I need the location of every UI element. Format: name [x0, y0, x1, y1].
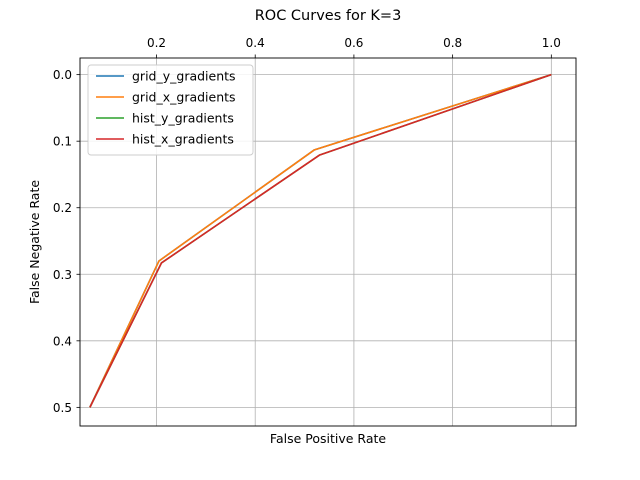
- legend-label: grid_x_gradients: [132, 90, 236, 105]
- series-line-hist-x-gradients: [89, 73, 552, 408]
- legend-label: grid_y_gradients: [132, 69, 236, 84]
- series-lines: [89, 73, 552, 408]
- x-tick-label: 0.6: [344, 36, 363, 50]
- y-tick-label: 0.1: [53, 135, 72, 149]
- x-tick-label: 1.0: [542, 36, 561, 50]
- legend-box: [87, 64, 254, 156]
- plot-frame: [79, 57, 577, 427]
- legend: grid_y_gradients grid_x_gradients hist_y_g…: [87, 64, 254, 156]
- y-tick-label: 0.4: [53, 334, 72, 348]
- y-tick-label: 0.5: [53, 401, 72, 415]
- y-axis-ticks: 0.0 0.1 0.2 0.3 0.4 0.5: [53, 68, 80, 415]
- x-tick-label: 0.2: [147, 36, 166, 50]
- legend-label: hist_x_gradients: [132, 132, 234, 147]
- x-axis-label: False Positive Rate: [270, 431, 386, 446]
- x-tick-label: 0.8: [443, 36, 462, 50]
- x-tick-label: 0.4: [246, 36, 265, 50]
- y-tick-label: 0.2: [53, 201, 72, 215]
- chart-title: ROC Curves for K=3: [255, 8, 402, 24]
- y-axis-label: False Negative Rate: [27, 180, 42, 304]
- x-axis-ticks: 0.2 0.4 0.6 0.8 1.0: [147, 36, 561, 58]
- y-tick-label: 0.3: [53, 268, 72, 282]
- series-line-grid-x-gradients: [89, 73, 552, 408]
- y-tick-label: 0.0: [53, 68, 72, 82]
- legend-label: hist_y_gradients: [132, 111, 234, 126]
